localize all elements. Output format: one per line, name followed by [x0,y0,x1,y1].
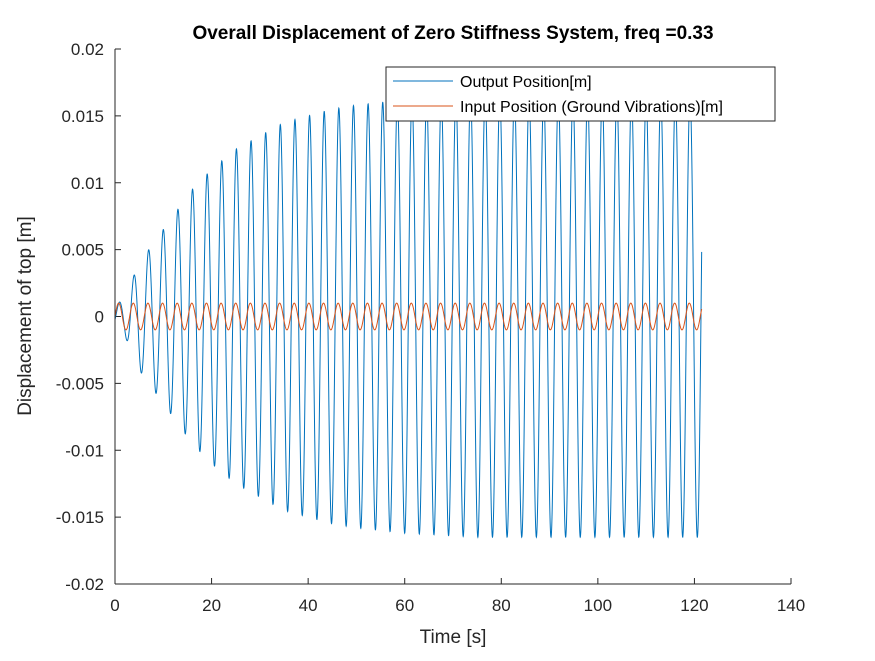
legend-label-input-position: Input Position (Ground Vibrations)[m] [460,99,723,116]
plot-area [115,49,791,584]
y-tick-label: 0.015 [61,107,104,126]
y-tick-label: -0.015 [56,508,104,527]
y-tick-label: 0.01 [71,174,104,193]
x-tick-label: 80 [492,596,511,615]
x-tick-label: 0 [110,596,119,615]
legend: Output Position[m] Input Position (Groun… [385,66,776,122]
y-tick-label: -0.01 [65,441,104,460]
y-tick-label: 0 [95,308,104,327]
y-tick-label: 0.02 [71,40,104,59]
x-tick-label: 100 [584,596,612,615]
y-tick-label: -0.005 [56,374,104,393]
y-tick-label: -0.02 [65,575,104,594]
series-line-output-position [114,94,703,539]
y-axis-ticks: -0.02 -0.015 -0.01 -0.005 0 0.005 0.01 0.015 0.0… [56,40,121,594]
chart-title: Overall Displacement of Zero Stiffness S… [192,23,713,44]
series-line-input-position [114,302,703,331]
x-axis-label: Time [s] [420,627,487,648]
x-tick-label: 60 [395,596,414,615]
x-tick-label: 120 [680,596,708,615]
x-axis-ticks: 0 20 40 60 80 100 120 140 [110,578,805,615]
y-axis-label: Displacement of top [m] [15,216,36,416]
legend-label-output-position: Output Position[m] [460,74,592,91]
x-tick-label: 20 [202,596,221,615]
legend-box [385,66,776,122]
x-tick-label: 40 [299,596,318,615]
y-tick-label: 0.005 [61,241,104,260]
x-tick-label: 140 [777,596,805,615]
